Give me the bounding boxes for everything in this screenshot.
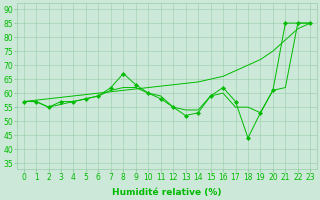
X-axis label: Humidité relative (%): Humidité relative (%) <box>112 188 222 197</box>
